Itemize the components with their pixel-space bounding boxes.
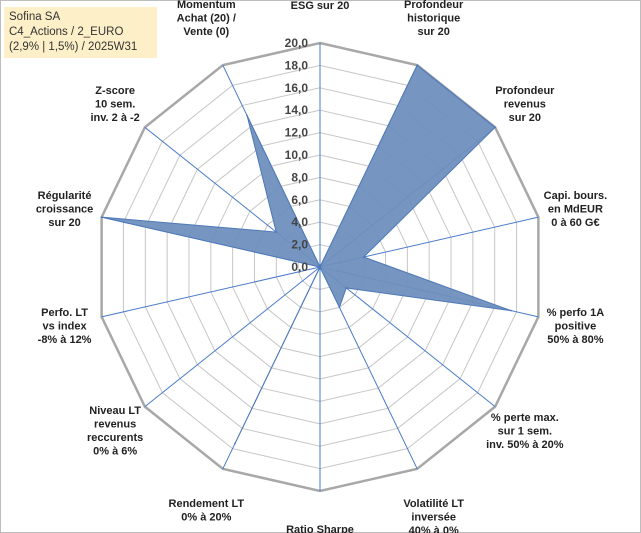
axis-label-6-line-2: sur 1 sem. — [498, 425, 552, 437]
title-line-1: Sofina SA — [9, 11, 61, 23]
axis-label-13-line-3: inv. 2 à -2 — [90, 112, 139, 124]
axis-label-1: NoteESG sur 20 — [291, 0, 350, 12]
axis-label-7-line-3: 40% à 0% — [409, 525, 459, 533]
axis-label-3-line-1: Profondeur — [495, 85, 555, 97]
axis-label-11-line-3: -8% à 12% — [38, 334, 92, 346]
axis-spoke-10 — [144, 266, 321, 408]
axis-spoke-11 — [101, 266, 321, 318]
data-point-12 — [100, 216, 103, 218]
axis-label-10-line-3: reccurents — [87, 432, 143, 444]
data-point-5 — [510, 309, 512, 312]
axis-label-10: Niveau LT revenus reccurents 0% à 6% — [87, 405, 143, 458]
axis-label-4-line-3: 0 à 60 G€ — [551, 217, 599, 229]
tick-label-6: 12,0 — [285, 126, 309, 140]
axis-label-12-line-2: croissance — [36, 204, 93, 216]
axis-label-6-line-1: % perte max. — [491, 412, 559, 424]
axis-label-9: Rendement LT 0% à 20% — [169, 498, 245, 524]
axis-label-6-line-3: inv. 50% à 20% — [486, 439, 564, 451]
axis-label-7-line-1: Volatilité LT — [403, 498, 464, 510]
tick-label-1: 2,0 — [291, 238, 308, 252]
axis-label-7-line-2: inversée — [411, 512, 456, 524]
axis-label-4-line-2: en MdEUR — [548, 204, 603, 216]
data-point-3 — [494, 126, 496, 129]
axis-label-1-line-2: ESG sur 20 — [291, 0, 350, 12]
axis-label-11-line-2: vs index — [43, 320, 88, 332]
tick-label-9: 18,0 — [285, 58, 309, 72]
axis-label-14: Momentum Achat (20) / Vente (0) — [177, 0, 236, 38]
axis-label-12-line-3: sur 20 — [48, 217, 80, 229]
axis-label-5: % perfo 1A positive 50% à 80% — [547, 307, 605, 346]
chart-title-box: Sofina SA C4_Actions / 2_EURO (2,9% | 1,… — [4, 7, 157, 58]
data-point-13 — [275, 231, 278, 233]
axis-label-2-line-2: historique — [407, 12, 460, 24]
data-point-2 — [416, 64, 418, 66]
axis-label-13-line-1: Z-score — [95, 85, 135, 97]
axis-label-12: Régularité croissance sur 20 — [36, 190, 93, 229]
axis-label-3-line-2: revenus — [504, 99, 546, 111]
axis-label-2: Profondeur historique sur 20 — [404, 0, 464, 38]
axis-spoke-6 — [319, 266, 496, 408]
axis-label-5-line-3: 50% à 80% — [547, 334, 603, 346]
axis-label-4: Capi. bours. en MdEUR 0 à 60 G€ — [544, 190, 608, 229]
axis-label-14-line-2: Achat (20) / — [177, 12, 236, 24]
tick-label-8: 16,0 — [285, 81, 309, 95]
axis-label-14-line-3: Vente (0) — [183, 26, 229, 38]
data-series-area — [101, 64, 512, 444]
axis-label-10-line-2: revenus — [94, 419, 136, 431]
axis-label-12-line-1: Régularité — [38, 190, 92, 202]
axis-label-6: % perte max. sur 1 sem. inv. 50% à 20% — [486, 412, 564, 451]
axis-label-10-line-1: Niveau LT — [89, 405, 141, 417]
data-point-9 — [234, 442, 236, 445]
tick-label-10: 20,0 — [285, 36, 309, 50]
axis-label-5-line-1: % perfo 1A — [547, 307, 605, 319]
title-line-2: C4_Actions / 2_EURO — [9, 26, 124, 38]
axis-label-11-line-1: Perfo. LT — [41, 307, 88, 319]
tick-label-4: 8,0 — [291, 170, 308, 184]
tick-label-5: 10,0 — [285, 148, 309, 162]
axis-label-13: Z-score 10 sem. inv. 2 à -2 — [90, 85, 139, 124]
tick-label-3: 6,0 — [291, 193, 308, 207]
axis-label-9-line-1: Rendement LT — [169, 498, 245, 510]
axis-label-7: Volatilité LT inversée 40% à 0% — [403, 498, 464, 533]
data-point-6 — [345, 287, 348, 289]
axis-label-2-line-1: Profondeur — [404, 0, 464, 11]
axis-label-14-line-1: Momentum — [177, 0, 236, 11]
data-point-11 — [319, 266, 321, 268]
tick-label-7: 14,0 — [285, 103, 309, 117]
data-point-14 — [246, 114, 248, 117]
axis-label-9-line-2: 0% à 20% — [181, 512, 231, 524]
axis-label-13-line-2: 10 sem. — [95, 99, 135, 111]
axis-label-2-line-3: sur 20 — [417, 26, 449, 38]
axis-label-8-line-1: Ratio Sharpe — [286, 524, 354, 533]
axis-label-3-line-3: sur 20 — [509, 112, 541, 124]
tick-label-2: 4,0 — [291, 215, 308, 229]
tick-label-0: 0,0 — [291, 260, 308, 274]
axis-label-5-line-2: positive — [555, 320, 597, 332]
data-point-7 — [338, 306, 341, 309]
axis-label-3: Profondeur revenus sur 20 — [495, 85, 555, 124]
axis-label-8: Ratio Sharpe0 à 1 — [286, 524, 354, 533]
axis-label-10-line-4: 0% à 6% — [93, 446, 137, 458]
data-point-4 — [362, 256, 365, 258]
axis-label-11: Perfo. LT vs index -8% à 12% — [38, 307, 92, 346]
axis-label-4-line-1: Capi. bours. — [544, 190, 608, 202]
title-line-3: (2,9% | 1,5%) / 2025W31 — [9, 41, 138, 53]
